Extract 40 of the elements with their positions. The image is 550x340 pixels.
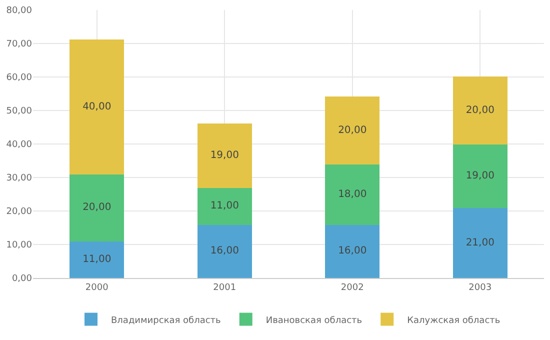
bar xyxy=(197,224,252,278)
bar xyxy=(70,174,124,242)
y-tick-label: 40,00 xyxy=(6,140,32,150)
y-tick-label: 80,00 xyxy=(6,6,32,16)
y-tick-label: 10,00 xyxy=(6,240,32,251)
bar xyxy=(325,96,380,165)
data-label: 11,00 xyxy=(82,254,112,266)
bar xyxy=(197,187,252,225)
data-label: 11,00 xyxy=(210,200,239,212)
data-label: 18,00 xyxy=(338,188,367,200)
x-tick-label: 2003 xyxy=(468,282,492,293)
bar xyxy=(325,224,380,278)
bar xyxy=(70,40,124,175)
legend-label: Ивановская область xyxy=(266,316,362,326)
data-label: 20,00 xyxy=(338,125,367,136)
bar xyxy=(197,123,252,188)
data-label: 20,00 xyxy=(466,105,494,116)
data-label: 40,00 xyxy=(82,102,112,113)
data-label: 16,00 xyxy=(338,246,367,257)
data-label: 21,00 xyxy=(466,237,494,248)
y-tick-label: 0,00 xyxy=(12,274,32,284)
y-tick-label: 70,00 xyxy=(6,40,32,50)
data-label: 19,00 xyxy=(466,170,494,182)
y-tick-label: 20,00 xyxy=(6,207,32,218)
bar xyxy=(70,240,124,278)
bar xyxy=(452,144,508,208)
bar xyxy=(452,207,508,278)
bar xyxy=(325,164,380,225)
y-tick-label: 30,00 xyxy=(6,174,32,184)
legend-label: Владимирская область xyxy=(111,316,221,326)
data-label: 16,00 xyxy=(210,246,239,257)
x-tick-label: 2002 xyxy=(340,282,364,293)
y-tick-label: 50,00 xyxy=(6,106,32,117)
y-tick-label: 60,00 xyxy=(6,73,32,84)
bar xyxy=(452,76,508,144)
data-label: 19,00 xyxy=(210,150,239,162)
x-tick-label: 2001 xyxy=(213,282,236,293)
legend-label: Калужская область xyxy=(407,316,500,326)
x-tick-label: 2000 xyxy=(85,282,109,293)
data-label: 20,00 xyxy=(82,202,112,214)
